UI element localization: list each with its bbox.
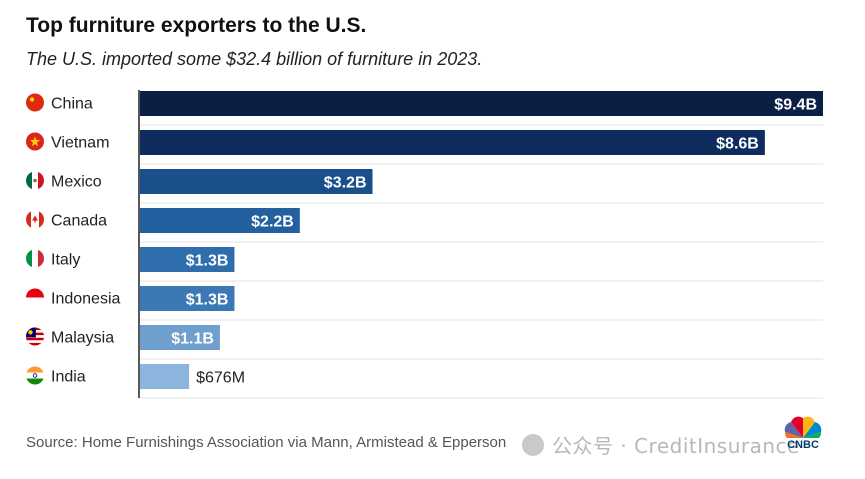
- category-label: Vietnam: [51, 135, 109, 152]
- value-label: $3.2B: [324, 175, 367, 192]
- logo-text: CNBC: [787, 439, 819, 451]
- category-label: Canada: [51, 213, 107, 230]
- india-flag-icon: [26, 366, 44, 385]
- china-flag-icon: [26, 93, 44, 112]
- canada-flag-icon: [26, 210, 44, 229]
- watermark: 公众号 · CreditInsurance: [522, 430, 800, 459]
- category-label: China: [51, 96, 93, 113]
- value-label: $676M: [196, 370, 245, 387]
- category-label: Mexico: [51, 174, 102, 191]
- bar-italy: [140, 247, 235, 272]
- category-label: India: [51, 369, 86, 386]
- bar-chart: China $9.4B Vietnam $8.6B Mexico $3.2B Canada $…: [26, 90, 823, 399]
- vietnam-flag-icon: [26, 132, 44, 151]
- bar-china: [140, 91, 823, 116]
- value-label: $2.2B: [251, 214, 294, 231]
- bar-mexico: [140, 169, 373, 194]
- bar-india: [140, 364, 190, 389]
- chart-title: Top furniture exporters to the U.S.: [26, 14, 367, 37]
- watermark-text: 公众号 · CreditInsurance: [552, 434, 800, 458]
- category-label: Indonesia: [51, 291, 120, 308]
- value-label: $9.4B: [774, 97, 817, 114]
- mexico-flag-icon: [26, 171, 44, 190]
- bar-vietnam: [140, 130, 765, 155]
- value-label: $1.1B: [171, 331, 214, 348]
- value-label: $1.3B: [186, 253, 229, 270]
- wechat-icon: [522, 433, 544, 456]
- value-label: $8.6B: [716, 136, 759, 153]
- category-label: Malaysia: [51, 330, 114, 347]
- source-note: Source: Home Furnishings Association via…: [26, 434, 507, 451]
- cnbc-logo: CNBC: [778, 414, 828, 454]
- category-label: Italy: [51, 252, 80, 269]
- value-label: $1.3B: [186, 292, 229, 309]
- bar-malaysia: [140, 325, 220, 350]
- italy-flag-icon: [26, 249, 44, 268]
- bar-canada: [140, 208, 300, 233]
- bar-indonesia: [140, 286, 235, 311]
- malaysia-flag-icon: [26, 327, 44, 346]
- indonesia-flag-icon: [26, 288, 44, 307]
- peacock-icon: [784, 416, 822, 438]
- chart-subtitle: The U.S. imported some $32.4 billion of …: [26, 49, 483, 69]
